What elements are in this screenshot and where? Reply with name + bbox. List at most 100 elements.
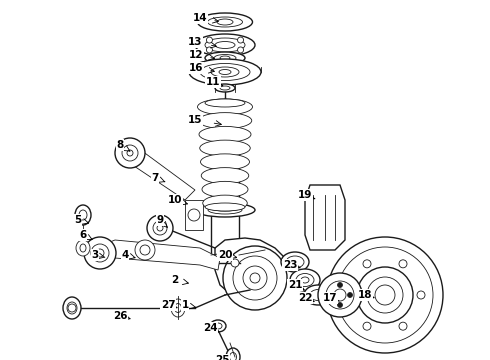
Ellipse shape <box>215 41 235 49</box>
Text: 15: 15 <box>188 115 202 125</box>
Ellipse shape <box>304 285 332 305</box>
Ellipse shape <box>203 195 247 211</box>
Ellipse shape <box>220 56 230 60</box>
Text: 8: 8 <box>117 140 123 150</box>
Ellipse shape <box>226 348 240 360</box>
Text: 25: 25 <box>215 355 229 360</box>
Ellipse shape <box>214 54 236 62</box>
Ellipse shape <box>281 252 309 272</box>
Text: 13: 13 <box>188 37 202 47</box>
Ellipse shape <box>200 140 250 156</box>
Ellipse shape <box>202 181 248 197</box>
Ellipse shape <box>200 154 249 170</box>
Circle shape <box>147 215 173 241</box>
Circle shape <box>157 225 163 231</box>
Ellipse shape <box>197 99 252 115</box>
Circle shape <box>153 221 167 235</box>
Ellipse shape <box>214 323 222 329</box>
Circle shape <box>326 281 354 309</box>
Text: 14: 14 <box>193 13 207 23</box>
Polygon shape <box>122 145 195 200</box>
Ellipse shape <box>301 277 309 283</box>
Text: 18: 18 <box>358 290 372 300</box>
Ellipse shape <box>200 63 250 81</box>
Text: 23: 23 <box>283 260 297 270</box>
Text: 7: 7 <box>151 173 159 183</box>
Ellipse shape <box>197 13 252 31</box>
Circle shape <box>399 322 407 330</box>
Circle shape <box>338 302 343 307</box>
Circle shape <box>91 244 109 262</box>
Text: 6: 6 <box>79 230 87 240</box>
Ellipse shape <box>205 38 245 52</box>
Circle shape <box>399 260 407 268</box>
Text: 2: 2 <box>172 275 179 285</box>
Text: 1: 1 <box>181 300 189 310</box>
Circle shape <box>327 237 443 353</box>
Ellipse shape <box>205 99 245 107</box>
Ellipse shape <box>79 210 87 220</box>
Circle shape <box>115 138 145 168</box>
Ellipse shape <box>211 67 239 77</box>
Circle shape <box>375 285 395 305</box>
Text: 12: 12 <box>189 50 203 60</box>
Circle shape <box>140 245 150 255</box>
Ellipse shape <box>290 269 320 291</box>
Circle shape <box>363 260 371 268</box>
Ellipse shape <box>80 244 86 252</box>
Ellipse shape <box>171 299 185 317</box>
Ellipse shape <box>199 126 251 142</box>
Circle shape <box>211 259 219 267</box>
Circle shape <box>231 259 239 267</box>
Circle shape <box>345 291 353 299</box>
Ellipse shape <box>75 205 91 225</box>
Circle shape <box>122 145 138 161</box>
Ellipse shape <box>76 240 90 256</box>
Circle shape <box>347 292 352 297</box>
Circle shape <box>96 249 104 257</box>
Circle shape <box>206 47 213 53</box>
Circle shape <box>127 150 133 156</box>
Ellipse shape <box>310 289 326 301</box>
Text: 4: 4 <box>122 250 129 260</box>
Text: 16: 16 <box>189 63 203 73</box>
Circle shape <box>233 256 277 300</box>
Text: 20: 20 <box>218 250 232 260</box>
Text: 22: 22 <box>298 293 312 303</box>
Text: 3: 3 <box>91 250 98 260</box>
Circle shape <box>357 267 413 323</box>
Ellipse shape <box>286 256 304 268</box>
Polygon shape <box>215 238 285 302</box>
Text: 27: 27 <box>161 300 175 310</box>
Circle shape <box>327 292 333 297</box>
Circle shape <box>223 246 287 310</box>
Circle shape <box>84 237 116 269</box>
Ellipse shape <box>195 34 255 56</box>
Circle shape <box>135 240 155 260</box>
Polygon shape <box>305 185 345 250</box>
Text: 9: 9 <box>156 215 164 225</box>
Circle shape <box>250 273 260 283</box>
Circle shape <box>417 291 425 299</box>
Circle shape <box>318 273 362 317</box>
Text: 19: 19 <box>298 190 312 200</box>
Ellipse shape <box>67 302 77 314</box>
Text: 21: 21 <box>288 280 302 290</box>
Ellipse shape <box>205 52 245 64</box>
Circle shape <box>206 37 213 43</box>
Ellipse shape <box>215 84 235 92</box>
Text: 24: 24 <box>203 323 217 333</box>
Circle shape <box>334 289 346 301</box>
Bar <box>185 200 203 230</box>
Ellipse shape <box>296 274 314 287</box>
Polygon shape <box>90 240 220 270</box>
Ellipse shape <box>63 297 81 319</box>
Ellipse shape <box>207 17 243 27</box>
Circle shape <box>367 277 403 313</box>
Ellipse shape <box>189 59 261 85</box>
Ellipse shape <box>220 86 230 90</box>
Ellipse shape <box>198 113 252 129</box>
Circle shape <box>238 37 244 43</box>
Ellipse shape <box>210 320 226 332</box>
Circle shape <box>188 209 200 221</box>
